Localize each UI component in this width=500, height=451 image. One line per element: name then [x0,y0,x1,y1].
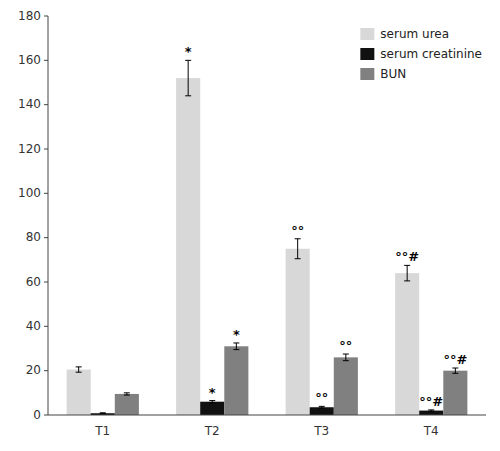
y-tick [44,282,48,283]
y-tick-label: 20 [26,363,41,377]
y-tick-label: 180 [18,9,41,23]
error-cap [185,95,191,96]
error-bar [295,239,301,259]
error-cap [452,373,458,374]
annotation: °° [291,223,304,238]
error-bar [452,368,458,373]
error-cap [343,354,349,355]
y-tick [44,193,48,194]
error-cap [295,238,301,239]
error-cap [428,409,434,410]
y-tick-label: 40 [26,319,41,333]
error-cap [319,408,325,409]
error-cap [428,411,434,412]
bar [200,402,224,415]
error-stem [188,60,189,95]
bar [115,394,139,415]
error-cap [233,349,239,350]
legend-swatch [360,28,374,40]
bar [443,371,467,415]
legend-label: serum urea [380,27,449,41]
annotation: * [185,44,192,59]
error-stem [345,354,346,361]
annotation: °°# [419,394,443,409]
error-stem [455,368,456,373]
error-bar [124,393,130,395]
error-cap [404,280,410,281]
error-cap [452,368,458,369]
y-tick-label: 140 [18,97,41,111]
y-tick-label: 80 [26,230,41,244]
error-cap [319,406,325,407]
bar [286,249,310,415]
error-stem [78,367,79,372]
bars [67,60,468,415]
error-cap [343,360,349,361]
annotations: * °° °°# * °° °°# * °° °°# [185,44,468,409]
y-tick-label: 120 [18,142,41,156]
error-cap [124,395,130,396]
y-tick-label: 0 [33,408,41,422]
error-cap [233,342,239,343]
legend-swatch [360,48,374,60]
legend: serum urea serum creatinine BUN [360,27,482,81]
annotation: °°# [395,249,419,264]
error-cap [76,372,82,373]
error-bar [209,401,215,403]
legend-label: BUN [380,67,406,81]
error-stem [297,239,298,259]
bar [334,357,358,415]
error-cap [209,402,215,403]
y-tick-label: 100 [18,186,41,200]
y-axis [48,16,49,415]
error-cap [295,258,301,259]
bar [395,273,419,415]
annotation: °° [315,390,328,405]
x-tick-label: T2 [204,424,220,438]
annotation: * [233,327,240,342]
bar [176,78,200,415]
y-tick [44,370,48,371]
x-tick-label: T3 [313,424,329,438]
error-stem [407,265,408,281]
bar [67,370,91,415]
y-tick [44,237,48,238]
x-tick-label: T1 [94,424,110,438]
error-bar [404,265,410,281]
error-bar [185,60,191,95]
error-cap [124,392,130,393]
error-bar [100,412,106,414]
y-tick [44,415,48,416]
x-tick-label: T4 [423,424,439,438]
error-bar [76,367,82,372]
error-bar [428,410,434,411]
error-cap [100,412,106,413]
y-tick [44,326,48,327]
annotation: °°# [443,352,467,367]
error-cap [209,400,215,401]
x-axis [48,415,486,416]
y-tick [44,104,48,105]
y-tick [44,149,48,150]
y-tick [44,16,48,17]
bar [310,407,334,415]
bar [224,346,248,415]
error-cap [100,413,106,414]
legend-label: serum creatinine [380,47,482,61]
error-cap [76,366,82,367]
error-bar [319,406,325,408]
error-cap [404,265,410,266]
y-tick [44,60,48,61]
chart: 0 20 40 60 80 100 120 140 160 180 * °° °°# * °° °°# * °° °… [0,0,500,451]
legend-swatch [360,68,374,80]
y-tick-label: 60 [26,275,41,289]
error-bar [233,343,239,350]
y-tick-label: 160 [18,53,41,67]
error-stem [236,343,237,350]
error-bar [343,354,349,361]
error-cap [185,60,191,61]
annotation: °° [339,338,352,353]
bar [419,411,443,415]
annotation: * [209,385,216,400]
